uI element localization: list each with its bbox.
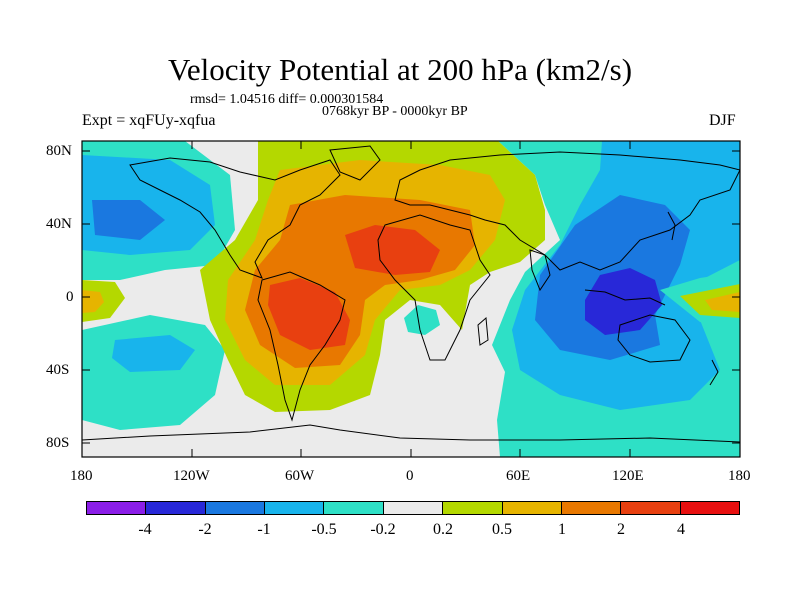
colorbar-label: -1 (257, 521, 271, 538)
y-tick-label: 40N (46, 216, 72, 232)
colorbar-swatch (265, 502, 325, 514)
coast-antarctica (82, 424, 740, 443)
coastlines (82, 145, 740, 443)
colorbar-swatch (205, 502, 266, 514)
y-tick-label: 80N (46, 143, 72, 159)
colorbar-label: 1 (558, 521, 566, 538)
statistics-label: rmsd= 1.04516 diff= 0.000301584 (190, 92, 384, 107)
colorbar-label: -0.5 (311, 521, 337, 538)
x-tick-label: 60W (285, 468, 315, 484)
experiment-label: Expt = xqFUy-xqfua (82, 112, 216, 129)
x-tick-label: 0 (406, 468, 414, 484)
contour-pos-left-edge-1 (82, 290, 104, 313)
coast-new-zealand (709, 359, 719, 386)
colorbar-swatch (621, 502, 681, 514)
colorbar-label: 0.5 (492, 521, 512, 538)
chart-title: Velocity Potential at 200 hPa (km2/s) (167, 52, 633, 87)
contour-fills (82, 141, 740, 457)
contour-pos-2 (345, 225, 440, 275)
contour-pos-2-samerica (268, 278, 350, 350)
contour-neg-southatlantic (404, 305, 440, 335)
colorbar-swatch (680, 502, 739, 514)
y-tick-label: 40S (46, 362, 70, 378)
colorbar-swatch (443, 502, 503, 514)
coast-greenland (329, 145, 381, 181)
period-label: 0768kyr BP - 0000kyr BP (322, 104, 468, 119)
colorbar-label: -4 (138, 521, 152, 538)
colorbar-swatch (146, 502, 206, 514)
x-tick-label: 120E (612, 468, 644, 484)
contour-neg-southpacific-0.5 (112, 335, 195, 372)
coast-south-america (257, 271, 346, 422)
contour-pos-right-1 (705, 292, 740, 312)
y-tick-label: 0 (66, 289, 74, 305)
contour-neg-left-1 (92, 200, 165, 240)
x-tick-label: 120W (173, 468, 210, 484)
colorbar-label: -2 (198, 521, 212, 538)
axis-ticks (81, 141, 741, 457)
colorbar-label: 0.2 (433, 521, 453, 538)
coast-australia (617, 314, 691, 363)
coast-north-america (129, 157, 341, 279)
y-tick-label: 80S (46, 435, 70, 451)
colorbar-swatch (561, 502, 622, 514)
coast-africa (377, 214, 491, 361)
contour-neg-2 (585, 268, 662, 335)
season-label: DJF (709, 112, 736, 129)
coast-indonesia (584, 289, 666, 306)
coast-japan (667, 211, 676, 241)
colorbar-swatch (502, 502, 562, 514)
colorbar (86, 501, 740, 515)
colorbar-label: 4 (677, 521, 685, 538)
coast-madagascar (477, 316, 489, 346)
x-tick-label: 180 (70, 468, 93, 484)
colorbar-label: 2 (617, 521, 625, 538)
colorbar-swatch (324, 502, 384, 514)
colorbar-swatch (87, 502, 147, 514)
coast-india (529, 249, 551, 292)
coast-eurasia (394, 151, 740, 271)
colorbar-label: -0.2 (370, 521, 396, 538)
colorbar-swatch (383, 502, 444, 514)
x-tick-label: 180 (728, 468, 751, 484)
x-tick-label: 60E (506, 468, 531, 484)
